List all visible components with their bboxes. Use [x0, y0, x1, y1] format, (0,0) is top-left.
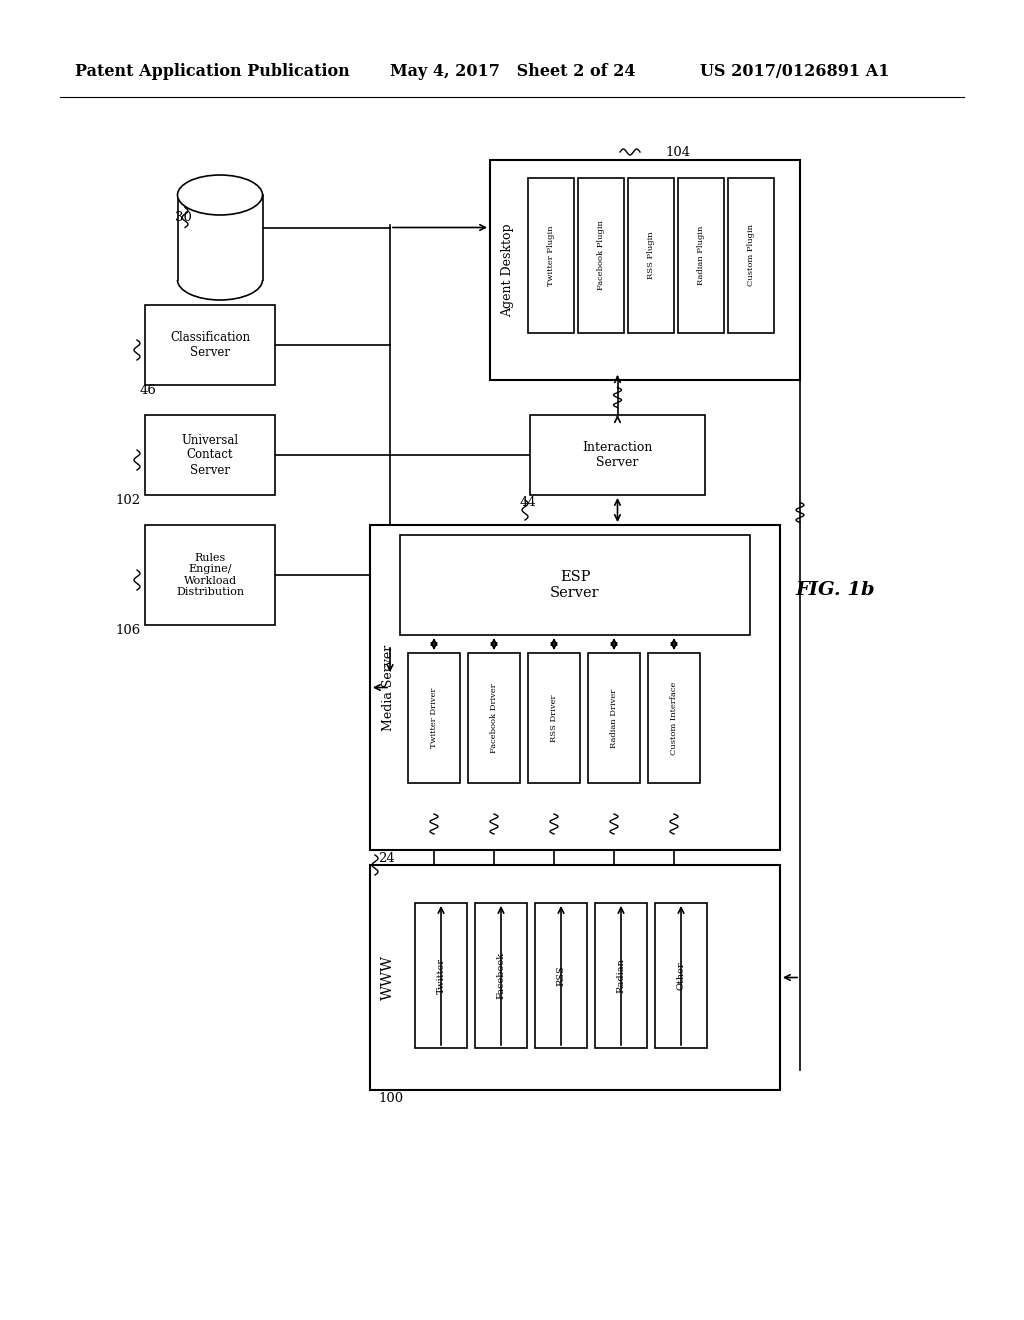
Text: 46: 46	[140, 384, 157, 396]
Text: May 4, 2017   Sheet 2 of 24: May 4, 2017 Sheet 2 of 24	[390, 63, 636, 81]
Text: Radian Driver: Radian Driver	[610, 688, 618, 747]
Text: RSS Driver: RSS Driver	[550, 694, 558, 742]
Text: US 2017/0126891 A1: US 2017/0126891 A1	[700, 63, 890, 81]
Text: Universal
Contact
Server: Universal Contact Server	[181, 433, 239, 477]
Text: Rules
Engine/
Workload
Distribution: Rules Engine/ Workload Distribution	[176, 553, 244, 598]
Text: Radian: Radian	[616, 958, 626, 993]
Text: Twitter Driver: Twitter Driver	[430, 688, 438, 748]
Bar	[628, 178, 674, 333]
Text: Radian Plugin: Radian Plugin	[697, 226, 705, 285]
Bar	[415, 903, 467, 1048]
Bar	[145, 305, 275, 385]
Text: RSS Plugin: RSS Plugin	[647, 232, 655, 280]
Text: Other: Other	[677, 961, 685, 990]
Text: Facebook Driver: Facebook Driver	[490, 684, 498, 752]
Bar	[145, 525, 275, 624]
Text: Media Server: Media Server	[382, 644, 394, 731]
Bar	[145, 414, 275, 495]
Text: Custom Plugin: Custom Plugin	[746, 224, 755, 286]
Text: WWW: WWW	[381, 954, 395, 1001]
Bar	[578, 178, 624, 333]
Text: 24: 24	[378, 851, 394, 865]
Bar	[678, 178, 724, 333]
Bar	[528, 178, 574, 333]
Bar	[588, 653, 640, 783]
Text: Agent Desktop: Agent Desktop	[502, 223, 514, 317]
Text: Interaction
Server: Interaction Server	[583, 441, 652, 469]
Text: Twitter Plugin: Twitter Plugin	[547, 226, 555, 285]
Text: 106: 106	[115, 623, 140, 636]
Text: 102: 102	[115, 494, 140, 507]
Bar	[468, 653, 520, 783]
Text: Facebook Plugin: Facebook Plugin	[597, 220, 605, 290]
Bar	[490, 160, 800, 380]
Bar	[370, 865, 780, 1090]
Text: 100: 100	[378, 1092, 403, 1105]
Bar	[475, 903, 527, 1048]
Bar	[728, 178, 774, 333]
Bar	[177, 195, 262, 280]
Text: Classification
Server: Classification Server	[170, 331, 250, 359]
Text: FIG. 1b: FIG. 1b	[795, 581, 874, 599]
Bar	[655, 903, 707, 1048]
Bar	[370, 525, 780, 850]
Text: Custom Interface: Custom Interface	[670, 681, 678, 755]
Text: Twitter: Twitter	[436, 957, 445, 994]
Text: Facebook: Facebook	[497, 952, 506, 999]
Text: Patent Application Publication: Patent Application Publication	[75, 63, 350, 81]
Bar	[530, 414, 705, 495]
Text: 30: 30	[175, 211, 191, 224]
Text: ESP
Server: ESP Server	[550, 570, 600, 601]
Bar	[535, 903, 587, 1048]
Text: 44: 44	[520, 496, 537, 510]
Bar	[408, 653, 460, 783]
Text: RSS: RSS	[556, 965, 565, 986]
Bar	[595, 903, 647, 1048]
Bar	[528, 653, 580, 783]
Ellipse shape	[177, 176, 262, 215]
Bar	[648, 653, 700, 783]
Bar	[400, 535, 750, 635]
Text: 104: 104	[665, 145, 690, 158]
